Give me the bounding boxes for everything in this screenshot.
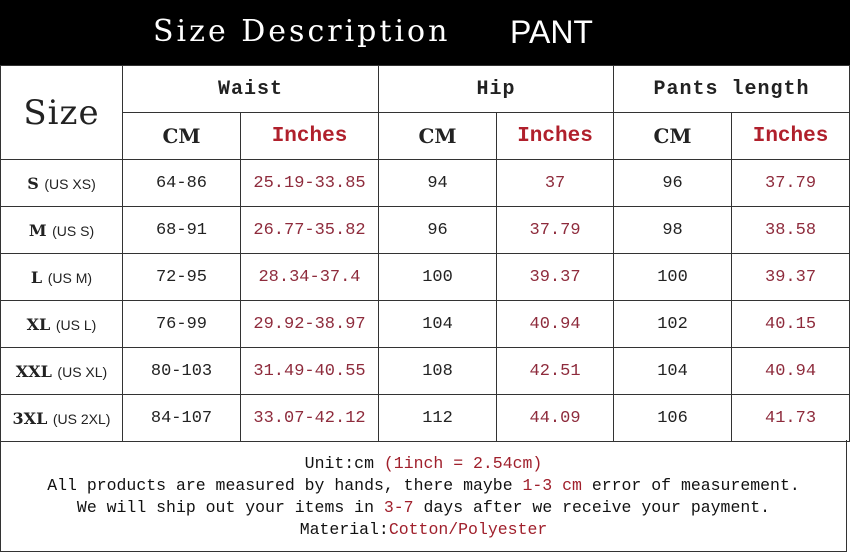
measure-text-end: error of measurement. (581, 476, 800, 495)
table-row: XXL (US XL) 80-103 31.49-40.55 108 42.51 104 4… (0, 347, 850, 395)
shipping-note: We will ship out your items in 3-7 days … (1, 497, 846, 519)
cm-cell: 104 (613, 347, 733, 395)
inches-cell: 33.07-42.12 (239, 394, 380, 442)
banner-title: Size Description (153, 14, 451, 49)
cm-cell: 100 (378, 253, 498, 301)
cm-cell: 96 (378, 206, 498, 254)
inches-cell: 40.94 (731, 347, 850, 395)
inches-cell: 26.77-35.82 (239, 206, 380, 254)
cm-cell: 94 (378, 159, 498, 207)
cm-cell: 84-107 (122, 394, 241, 442)
unit-text: Unit:cm (304, 454, 384, 473)
table-row: XL (US L) 76-99 29.92-38.97 104 40.94 102 40.1… (0, 300, 850, 348)
cm-cell: 72-95 (122, 253, 241, 301)
material-label: Material: (299, 520, 389, 539)
measure-note: All products are measured by hands, ther… (1, 475, 846, 497)
inches-header: Inches (496, 112, 615, 160)
material-note: Material:Cotton/Polyester (1, 519, 846, 541)
table-row: S (US XS) 64-86 25.19-33.85 94 37 96 37.79 (0, 159, 850, 207)
inches-cell: 37 (496, 159, 615, 207)
hip-header: Hip (378, 65, 615, 113)
cm-cell: 96 (613, 159, 733, 207)
title-banner: Size Description PANT (0, 0, 850, 65)
footer-notes: Unit:cm (1inch = 2.54cm) All products ar… (0, 440, 847, 552)
table-row: 3XL (US 2XL) 84-107 33.07-42.12 112 44.09 106… (0, 394, 850, 442)
banner-product: PANT (510, 14, 593, 50)
cm-cell: 76-99 (122, 300, 241, 348)
inches-cell: 44.09 (496, 394, 615, 442)
inches-cell: 39.37 (496, 253, 615, 301)
cm-header: CM (122, 112, 241, 160)
inches-cell: 39.37 (731, 253, 850, 301)
inches-cell: 37.79 (731, 159, 850, 207)
inches-cell: 40.94 (496, 300, 615, 348)
inches-cell: 42.51 (496, 347, 615, 395)
size-label: 3XL (US 2XL) (0, 394, 123, 442)
cm-cell: 68-91 (122, 206, 241, 254)
cm-cell: 102 (613, 300, 733, 348)
cm-cell: 80-103 (122, 347, 241, 395)
unit-note: Unit:cm (1inch = 2.54cm) (1, 453, 846, 475)
cm-cell: 112 (378, 394, 498, 442)
cm-cell: 108 (378, 347, 498, 395)
size-label: XXL (US XL) (0, 347, 123, 395)
inches-cell: 25.19-33.85 (239, 159, 380, 207)
pants-length-header: Pants length (613, 65, 850, 113)
cm-header: CM (613, 112, 733, 160)
cm-cell: 64-86 (122, 159, 241, 207)
inches-cell: 38.58 (731, 206, 850, 254)
inches-cell: 40.15 (731, 300, 850, 348)
table-row: M (US S) 68-91 26.77-35.82 96 37.79 98 38.58 (0, 206, 850, 254)
cm-cell: 106 (613, 394, 733, 442)
measure-error: 1-3 cm (522, 476, 582, 495)
size-label: L (US M) (0, 253, 123, 301)
inches-cell: 37.79 (496, 206, 615, 254)
cm-cell: 100 (613, 253, 733, 301)
shipping-text: We will ship out your items in (76, 498, 384, 517)
shipping-text-end: days after we receive your payment. (413, 498, 771, 517)
table-row: L (US M) 72-95 28.34-37.4 100 39.37 100 39.37 (0, 253, 850, 301)
size-table: Size Waist Hip Pants length CM Inches CM… (0, 65, 850, 442)
measure-text: All products are measured by hands, ther… (47, 476, 523, 495)
inches-cell: 41.73 (731, 394, 850, 442)
size-label: S (US XS) (0, 159, 123, 207)
inches-cell: 31.49-40.55 (239, 347, 380, 395)
inches-header: Inches (731, 112, 850, 160)
size-label: M (US S) (0, 206, 123, 254)
cm-cell: 104 (378, 300, 498, 348)
inches-cell: 28.34-37.4 (239, 253, 380, 301)
waist-header: Waist (121, 65, 380, 113)
material-value: Cotton/Polyester (388, 520, 548, 539)
size-label: XL (US L) (0, 300, 123, 348)
cm-header: CM (378, 112, 498, 160)
unit-conversion: (1inch = 2.54cm) (383, 454, 543, 473)
shipping-days: 3-7 (383, 498, 414, 517)
size-header: Size (0, 65, 123, 160)
inches-header: Inches (239, 112, 380, 160)
inches-cell: 29.92-38.97 (239, 300, 380, 348)
cm-cell: 98 (613, 206, 733, 254)
